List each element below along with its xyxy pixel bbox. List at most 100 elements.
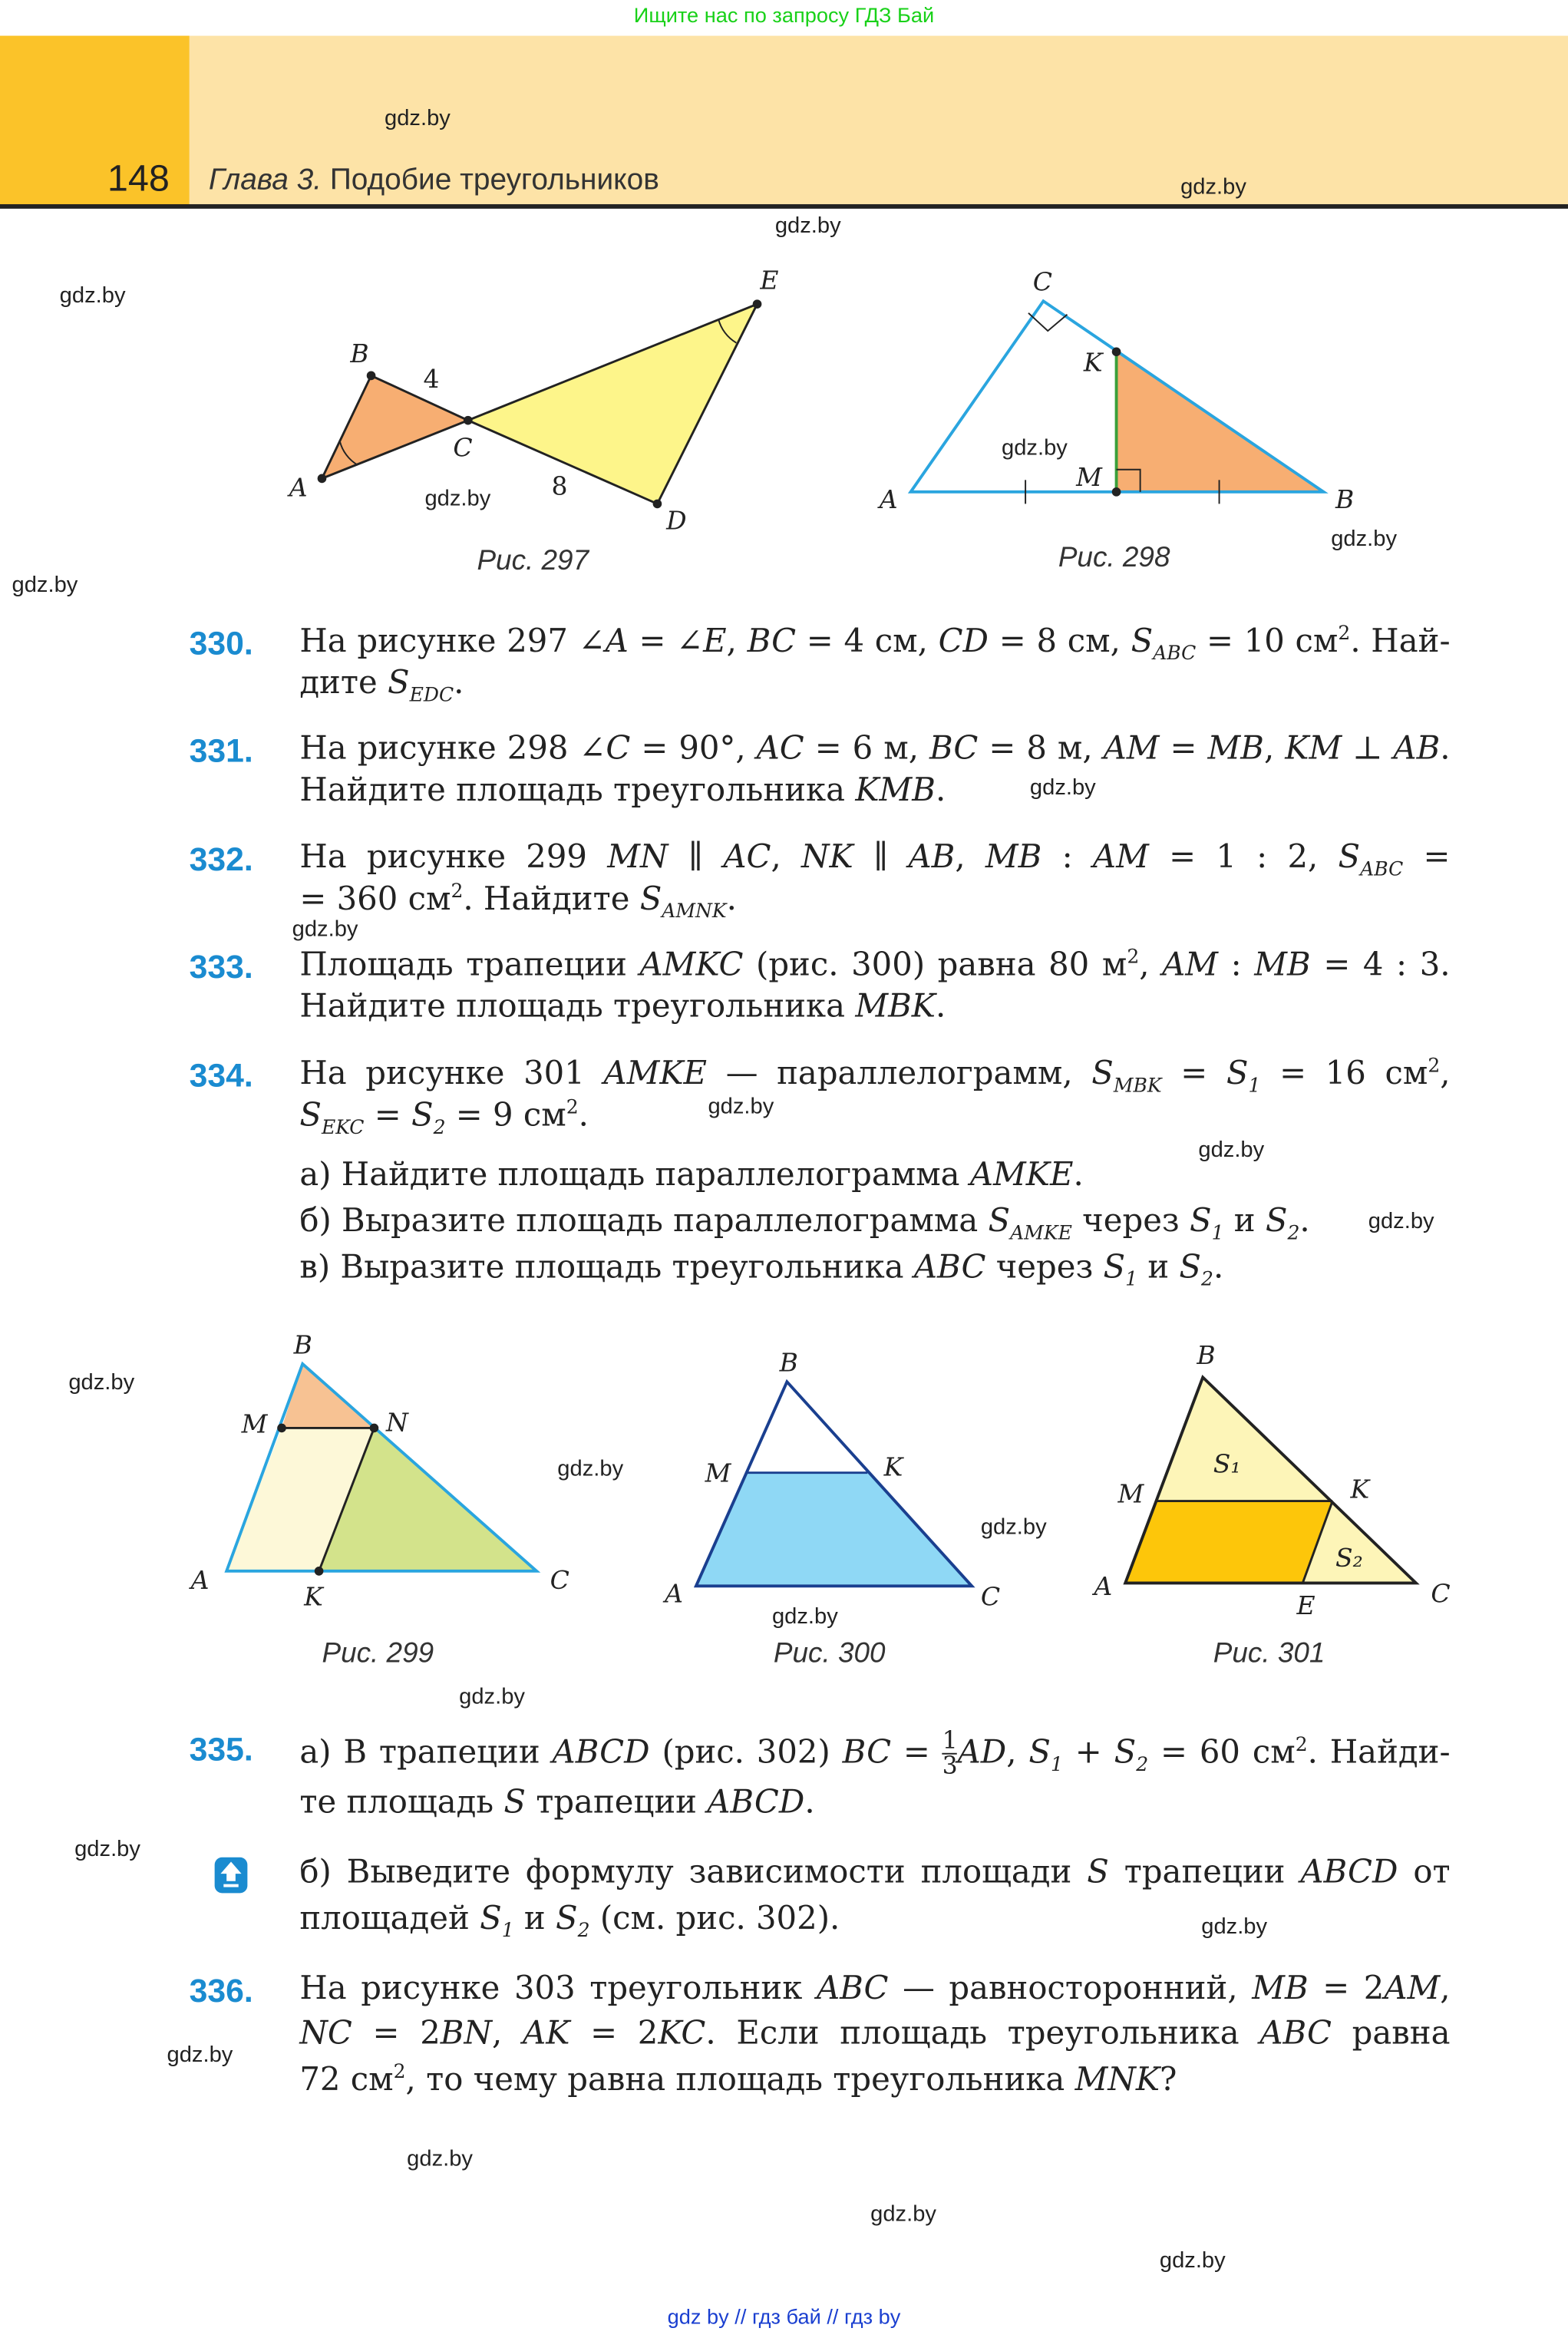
label-b: B: [1335, 484, 1354, 514]
problem-text-line: На рисунке 301 AMKE — параллелограмм, SM…: [299, 1055, 1451, 1098]
watermark: gdz.by: [167, 2042, 233, 2068]
label-k: K: [303, 1582, 325, 1612]
label-b: B: [349, 338, 368, 368]
page-number: 148: [107, 157, 170, 200]
watermark: gdz.by: [12, 572, 78, 598]
label-bc: 4: [424, 364, 440, 394]
figure-297: A B C D E 4 8: [287, 266, 779, 536]
label-a: A: [877, 484, 898, 514]
problem-number: 332.: [189, 840, 253, 878]
chapter-name: Подобие треугольников: [329, 163, 659, 197]
watermark: gdz.by: [870, 2201, 936, 2227]
problem-text-line: дите SEDC.: [299, 665, 464, 708]
watermark: gdz.by: [557, 1456, 624, 1482]
label-n: N: [385, 1407, 409, 1437]
figure-300: A B C M K: [662, 1348, 1000, 1612]
watermark: gdz.by: [385, 105, 451, 131]
label-b: B: [779, 1348, 798, 1378]
problem-text-line: в) Выразите площадь треугольника ABC чер…: [299, 1249, 1224, 1292]
label-c: C: [453, 432, 472, 462]
problem-text-line: SEKC = S2 = 9 см2.: [299, 1097, 589, 1140]
label-s1: S₁: [1213, 1449, 1241, 1479]
problem-text-line: Найдите площадь треугольника KMB.: [299, 771, 946, 810]
caption-301: Рис. 301: [1213, 1638, 1325, 1670]
label-k: K: [883, 1452, 905, 1482]
search-banner[interactable]: Ищите нас по запросу ГДЗ Бай: [633, 2, 935, 27]
problem-number: 333.: [189, 948, 253, 986]
caption-297: Рис. 297: [477, 545, 589, 577]
header-divider: [0, 204, 1568, 209]
label-e: E: [759, 266, 778, 296]
watermark: gdz.by: [459, 1684, 525, 1710]
watermark: gdz.by: [1002, 435, 1068, 461]
label-c: C: [550, 1565, 569, 1595]
watermark: gdz.by: [424, 486, 491, 512]
label-d: D: [665, 505, 686, 535]
watermark: gdz.by: [1029, 774, 1096, 801]
angle-a-mark: [338, 441, 358, 466]
label-s2: S₂: [1335, 1543, 1363, 1573]
triangle-edc: [465, 302, 760, 506]
watermark: gdz.by: [407, 2146, 474, 2172]
figure-298: A B C K M: [877, 267, 1355, 515]
label-a: A: [189, 1565, 210, 1595]
watermark: gdz.by: [68, 1369, 135, 1395]
caption-298: Рис. 298: [1058, 542, 1170, 574]
problem-number: 336.: [189, 1972, 253, 2009]
figure-299: A B C M N K: [189, 1329, 569, 1611]
label-m: M: [1075, 462, 1103, 492]
watermark: gdz.by: [980, 1514, 1047, 1541]
watermark: gdz.by: [1198, 1137, 1265, 1163]
upgrade-hint-icon[interactable]: [213, 1856, 249, 1894]
label-a: A: [287, 473, 308, 503]
triangle-abc: [319, 374, 471, 481]
angle-e-mark: [718, 319, 737, 344]
watermark: gdz.by: [59, 282, 126, 309]
chapter-label: Глава 3.: [208, 163, 322, 197]
label-k: K: [1349, 1474, 1371, 1504]
label-k: K: [1083, 348, 1104, 378]
caption-299: Рис. 299: [322, 1638, 434, 1670]
watermark: gdz.by: [708, 1094, 774, 1120]
problem-number: 335.: [189, 1730, 253, 1768]
problem-text-line: На рисунке 299 MN ∥ AC, NK ∥ AB, MB : AM…: [299, 839, 1451, 882]
watermark: gdz.by: [771, 1603, 838, 1630]
label-b: B: [293, 1329, 312, 1359]
problem-number: 331.: [189, 731, 253, 770]
problem-number: 330.: [189, 624, 253, 662]
problem-text-line: б) Выразите площадь параллелограмма SAMK…: [299, 1203, 1310, 1246]
label-c: C: [1431, 1579, 1450, 1609]
problem-text-line: Найдите площадь треугольника MBK.: [299, 988, 946, 1026]
watermark: gdz.by: [292, 916, 358, 943]
label-a: A: [662, 1579, 683, 1609]
watermark: gdz.by: [1368, 1208, 1434, 1234]
watermark: gdz.by: [774, 213, 841, 239]
problem-text-line: На рисунке 298 ∠C = 90°, AC = 6 м, BC = …: [299, 730, 1451, 768]
label-c: C: [1033, 267, 1052, 297]
label-m: M: [241, 1408, 269, 1438]
figure-301: A B C M K E S₁ S₂: [1091, 1340, 1450, 1620]
problem-number: 334.: [189, 1056, 253, 1095]
footer-links[interactable]: gdz by // гдз бай // гдз by: [667, 2304, 901, 2329]
problem-text-line: а) В трапеции ABCD (рис. 302) BC = 1 3 AD,…: [299, 1725, 1451, 1780]
label-m: M: [705, 1458, 732, 1488]
watermark: gdz.by: [1159, 2247, 1226, 2274]
problem-text-line: На рисунке 297 ∠A = ∠E, BC = 4 см, CD = …: [299, 622, 1451, 666]
problem-text-line: 72 см2, то чему равна площадь треугольни…: [299, 2061, 1177, 2099]
problem-text-line: = 360 см2. Найдите SAMNK.: [299, 880, 737, 923]
chapter-title: Глава 3. Подобие треугольников: [209, 164, 659, 199]
label-e: E: [1296, 1590, 1315, 1620]
problem-text-line: а) Найдите площадь параллелограмма AMKE.: [299, 1156, 1084, 1194]
problem-text-line: те площадь S трапеции ABCD.: [299, 1784, 815, 1822]
watermark: gdz.by: [74, 1836, 140, 1862]
problem-text-line: б) Выведите формулу зависимости площади …: [299, 1854, 1451, 1892]
label-cd: 8: [552, 471, 568, 501]
label-b: B: [1196, 1340, 1215, 1370]
problem-text-line: На рисунке 303 треугольник ABC — равност…: [299, 1970, 1451, 2008]
watermark: gdz.by: [1201, 1914, 1268, 1940]
label-a: A: [1091, 1571, 1112, 1601]
problem-text-line: NC = 2BN, AK = 2KC. Если площадь треугол…: [299, 2015, 1451, 2053]
page-header: [0, 35, 1568, 206]
